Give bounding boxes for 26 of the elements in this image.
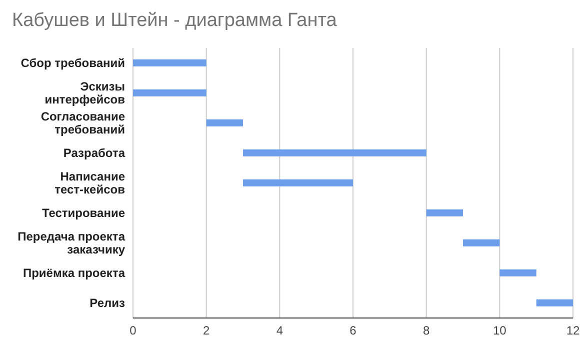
x-tick-label: 0	[130, 324, 137, 338]
y-tick-label: Сбор требований	[20, 56, 125, 70]
x-tick-label: 4	[276, 324, 284, 338]
x-tick-label: 12	[566, 324, 580, 338]
y-tick-label: Тестирование	[42, 206, 126, 220]
x-tick-label: 8	[422, 324, 430, 338]
y-tick-label: Написание тест-кейсов	[54, 170, 126, 196]
x-tick-label: 2	[202, 324, 210, 338]
bar	[500, 269, 536, 276]
bar	[243, 149, 426, 156]
bar	[133, 59, 206, 66]
bar	[536, 299, 573, 306]
x-tick-label: 6	[350, 324, 357, 338]
y-tick-label: Передача проекта заказчику	[18, 230, 126, 256]
bar	[206, 119, 243, 126]
y-tick-label: Согласование требований	[40, 110, 126, 136]
chart-title: Кабушев и Штейн - диаграмма Ганта	[12, 10, 337, 32]
y-tick-label: Разработа	[63, 146, 126, 160]
bar	[426, 209, 463, 216]
y-tick-label: Приёмка проекта	[22, 266, 126, 280]
y-tick-label: Эскизы интерфейсов	[44, 80, 125, 106]
x-tick-label: 10	[492, 324, 507, 338]
bar	[243, 179, 353, 186]
bar	[463, 239, 500, 246]
y-tick-label: Релиз	[90, 296, 126, 310]
bar	[133, 89, 206, 96]
